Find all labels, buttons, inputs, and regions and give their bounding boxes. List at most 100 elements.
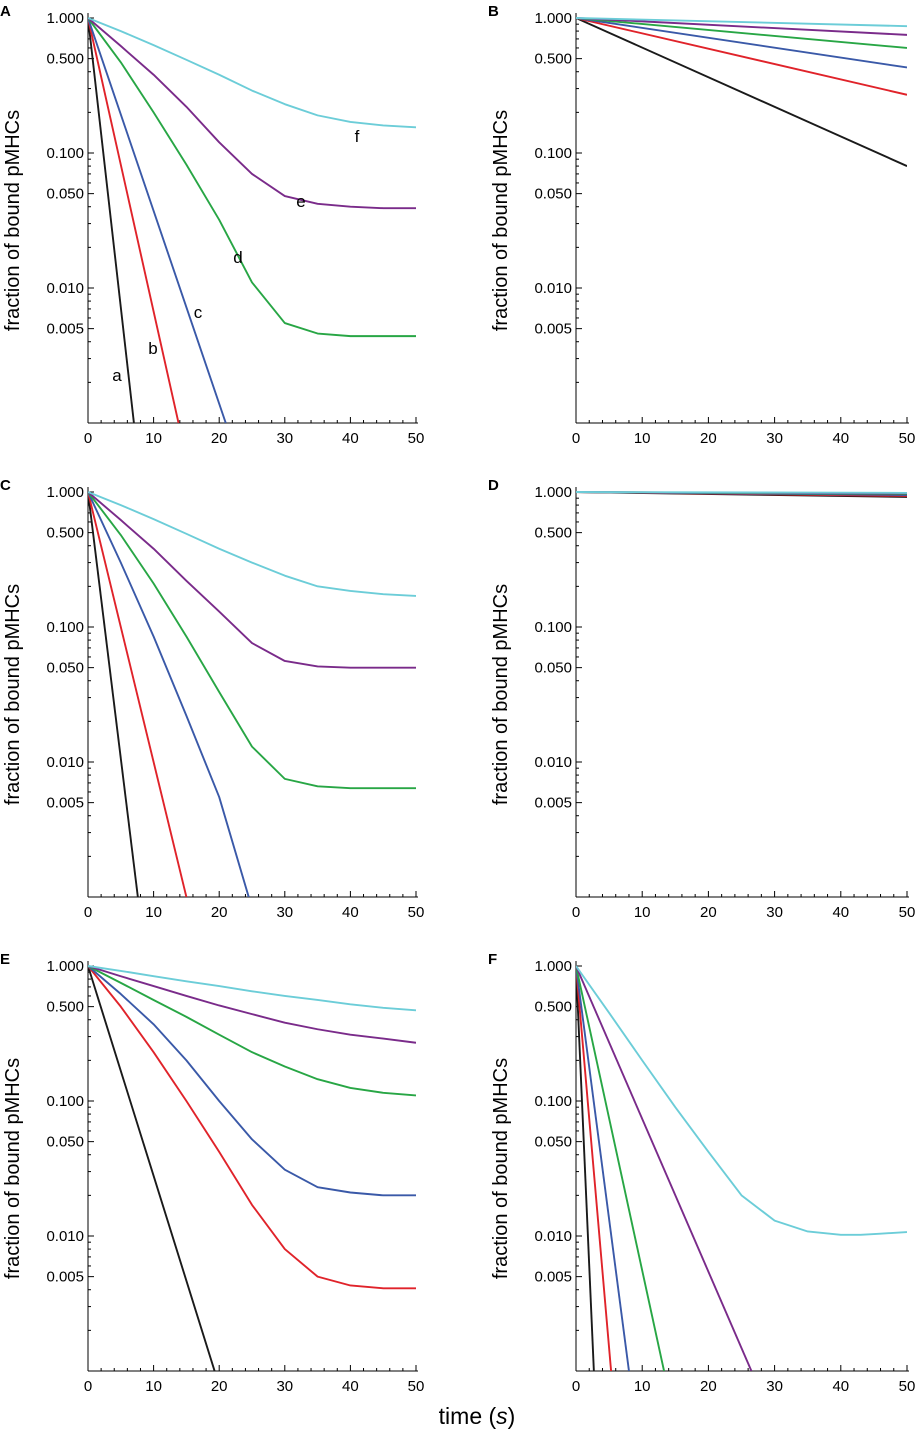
y-tick-label: 0.050: [534, 1134, 572, 1151]
series-line-f: [576, 965, 907, 1236]
y-tick-label: 1.000: [46, 484, 84, 501]
series-line-c: [576, 965, 630, 1371]
series-line-b: [576, 17, 907, 96]
x-tick-label: 30: [766, 1378, 783, 1395]
y-tick-label: 0.500: [534, 51, 572, 68]
x-tick-label: 0: [572, 904, 580, 921]
x-tick-label: 50: [408, 430, 425, 447]
y-tick-label: 0.500: [46, 51, 84, 68]
panel-letter: E: [0, 951, 10, 968]
y-tick-label: 0.010: [46, 754, 84, 771]
series-line-f: [88, 491, 416, 597]
y-tick-label: 0.100: [46, 619, 84, 636]
y-tick-label: 0.500: [534, 525, 572, 542]
y-tick-label: 1.000: [46, 10, 84, 27]
series-line-d: [576, 17, 907, 49]
x-axis-label-close-paren: ): [508, 1403, 516, 1429]
panel-B: B 0 10 20 30 40 50 1.000 0.500 0.100 0.050 0.010 0.0…: [488, 3, 915, 447]
y-axis-label: fraction of bound pMHCs: [490, 584, 512, 805]
panel-letter: D: [488, 477, 499, 494]
x-axis-label-open-paren: (: [482, 1403, 496, 1429]
panel-C: C 0 10 20 30 40 50 1.000 0.500 0.100 0.050 0.010 0.0…: [0, 477, 424, 921]
y-tick-label: 0.005: [46, 795, 84, 812]
panel-E: E 0 10 20 30 40 50 1.000 0.500 0.100 0.050 0.010 0.0…: [0, 951, 424, 1395]
y-tick-label: 0.100: [46, 145, 84, 162]
y-tick-label: 0.050: [46, 660, 84, 677]
x-tick-label: 30: [276, 904, 293, 921]
panel-A: A 0 10 20 30 40 50 1.000 0.500 0.100 0.050 0.010 0.0…: [0, 3, 424, 447]
series-line-d: [88, 17, 416, 338]
series-line-a: [576, 965, 595, 1371]
x-tick-label: 40: [342, 1378, 359, 1395]
series-line-e: [576, 17, 907, 36]
curve-label-c: c: [194, 303, 203, 322]
x-tick-label: 40: [342, 430, 359, 447]
y-tick-label: 0.010: [534, 754, 572, 771]
series-line-d: [88, 491, 416, 790]
series-line-f: [88, 17, 416, 129]
y-tick-label: 0.050: [46, 1134, 84, 1151]
series-line-e: [576, 965, 753, 1371]
panel-letter: B: [488, 3, 499, 20]
y-tick-label: 0.500: [46, 999, 84, 1016]
series-line-f: [576, 17, 907, 28]
y-tick-label: 0.050: [534, 660, 572, 677]
y-tick-label: 0.050: [534, 186, 572, 203]
y-tick-label: 0.100: [534, 619, 572, 636]
series-line-a: [576, 17, 907, 167]
y-tick-label: 0.100: [534, 145, 572, 162]
x-tick-label: 10: [145, 904, 162, 921]
x-tick-label: 20: [700, 904, 717, 921]
y-tick-label: 0.100: [46, 1093, 84, 1110]
series-line-c: [88, 965, 416, 1197]
x-tick-label: 30: [276, 1378, 293, 1395]
series-line-a: [88, 17, 135, 423]
x-tick-label: 30: [276, 430, 293, 447]
series-line-c: [88, 17, 227, 423]
series-line-f: [88, 965, 416, 1012]
x-tick-label: 10: [145, 430, 162, 447]
y-axis-label: fraction of bound pMHCs: [490, 1058, 512, 1279]
panels: A 0 10 20 30 40 50 1.000 0.500 0.100 0.050 0.010 0.0…: [0, 3, 915, 1395]
x-tick-label: 0: [84, 1378, 92, 1395]
y-tick-label: 0.500: [534, 999, 572, 1016]
x-tick-label: 40: [832, 904, 849, 921]
y-tick-label: 0.100: [534, 1093, 572, 1110]
y-tick-label: 0.050: [46, 186, 84, 203]
y-axis-label: fraction of bound pMHCs: [490, 110, 512, 331]
y-tick-label: 0.010: [46, 1228, 84, 1245]
series-line-d: [88, 965, 416, 1097]
x-tick-label: 10: [145, 1378, 162, 1395]
y-axis-label: fraction of bound pMHCs: [2, 1058, 24, 1279]
panel-D: D 0 10 20 30 40 50 1.000 0.500 0.100 0.050 0.010 0.0…: [488, 477, 915, 921]
x-tick-label: 20: [211, 904, 228, 921]
x-tick-label: 50: [408, 904, 425, 921]
series-line-d: [576, 965, 665, 1371]
x-tick-label: 20: [211, 1378, 228, 1395]
x-tick-label: 0: [84, 904, 92, 921]
series-line-b: [576, 965, 613, 1371]
series-line-b: [88, 17, 180, 423]
x-tick-label: 20: [700, 1378, 717, 1395]
curve-label-d: d: [233, 248, 242, 267]
x-tick-label: 50: [899, 430, 916, 447]
x-tick-label: 0: [84, 430, 92, 447]
x-axis-label-text: time: [439, 1403, 482, 1429]
y-tick-label: 0.005: [534, 795, 572, 812]
series-line-a: [88, 491, 139, 897]
curve-label-e: e: [296, 192, 305, 211]
x-tick-label: 50: [899, 1378, 916, 1395]
x-tick-label: 40: [832, 1378, 849, 1395]
y-tick-label: 0.005: [534, 321, 572, 338]
series-line-e: [88, 491, 416, 669]
series-line-b: [88, 491, 188, 897]
y-axis-label: fraction of bound pMHCs: [2, 584, 24, 805]
panel-F: F 0 10 20 30 40 50 1.000 0.500 0.100 0.050 0.010 0.0…: [488, 951, 915, 1395]
x-axis-label: time (s): [439, 1403, 516, 1429]
x-axis-label-unit: s: [496, 1403, 508, 1429]
series-line-e: [88, 965, 416, 1044]
y-tick-label: 1.000: [534, 484, 572, 501]
y-tick-label: 1.000: [534, 958, 572, 975]
x-tick-label: 50: [408, 1378, 425, 1395]
